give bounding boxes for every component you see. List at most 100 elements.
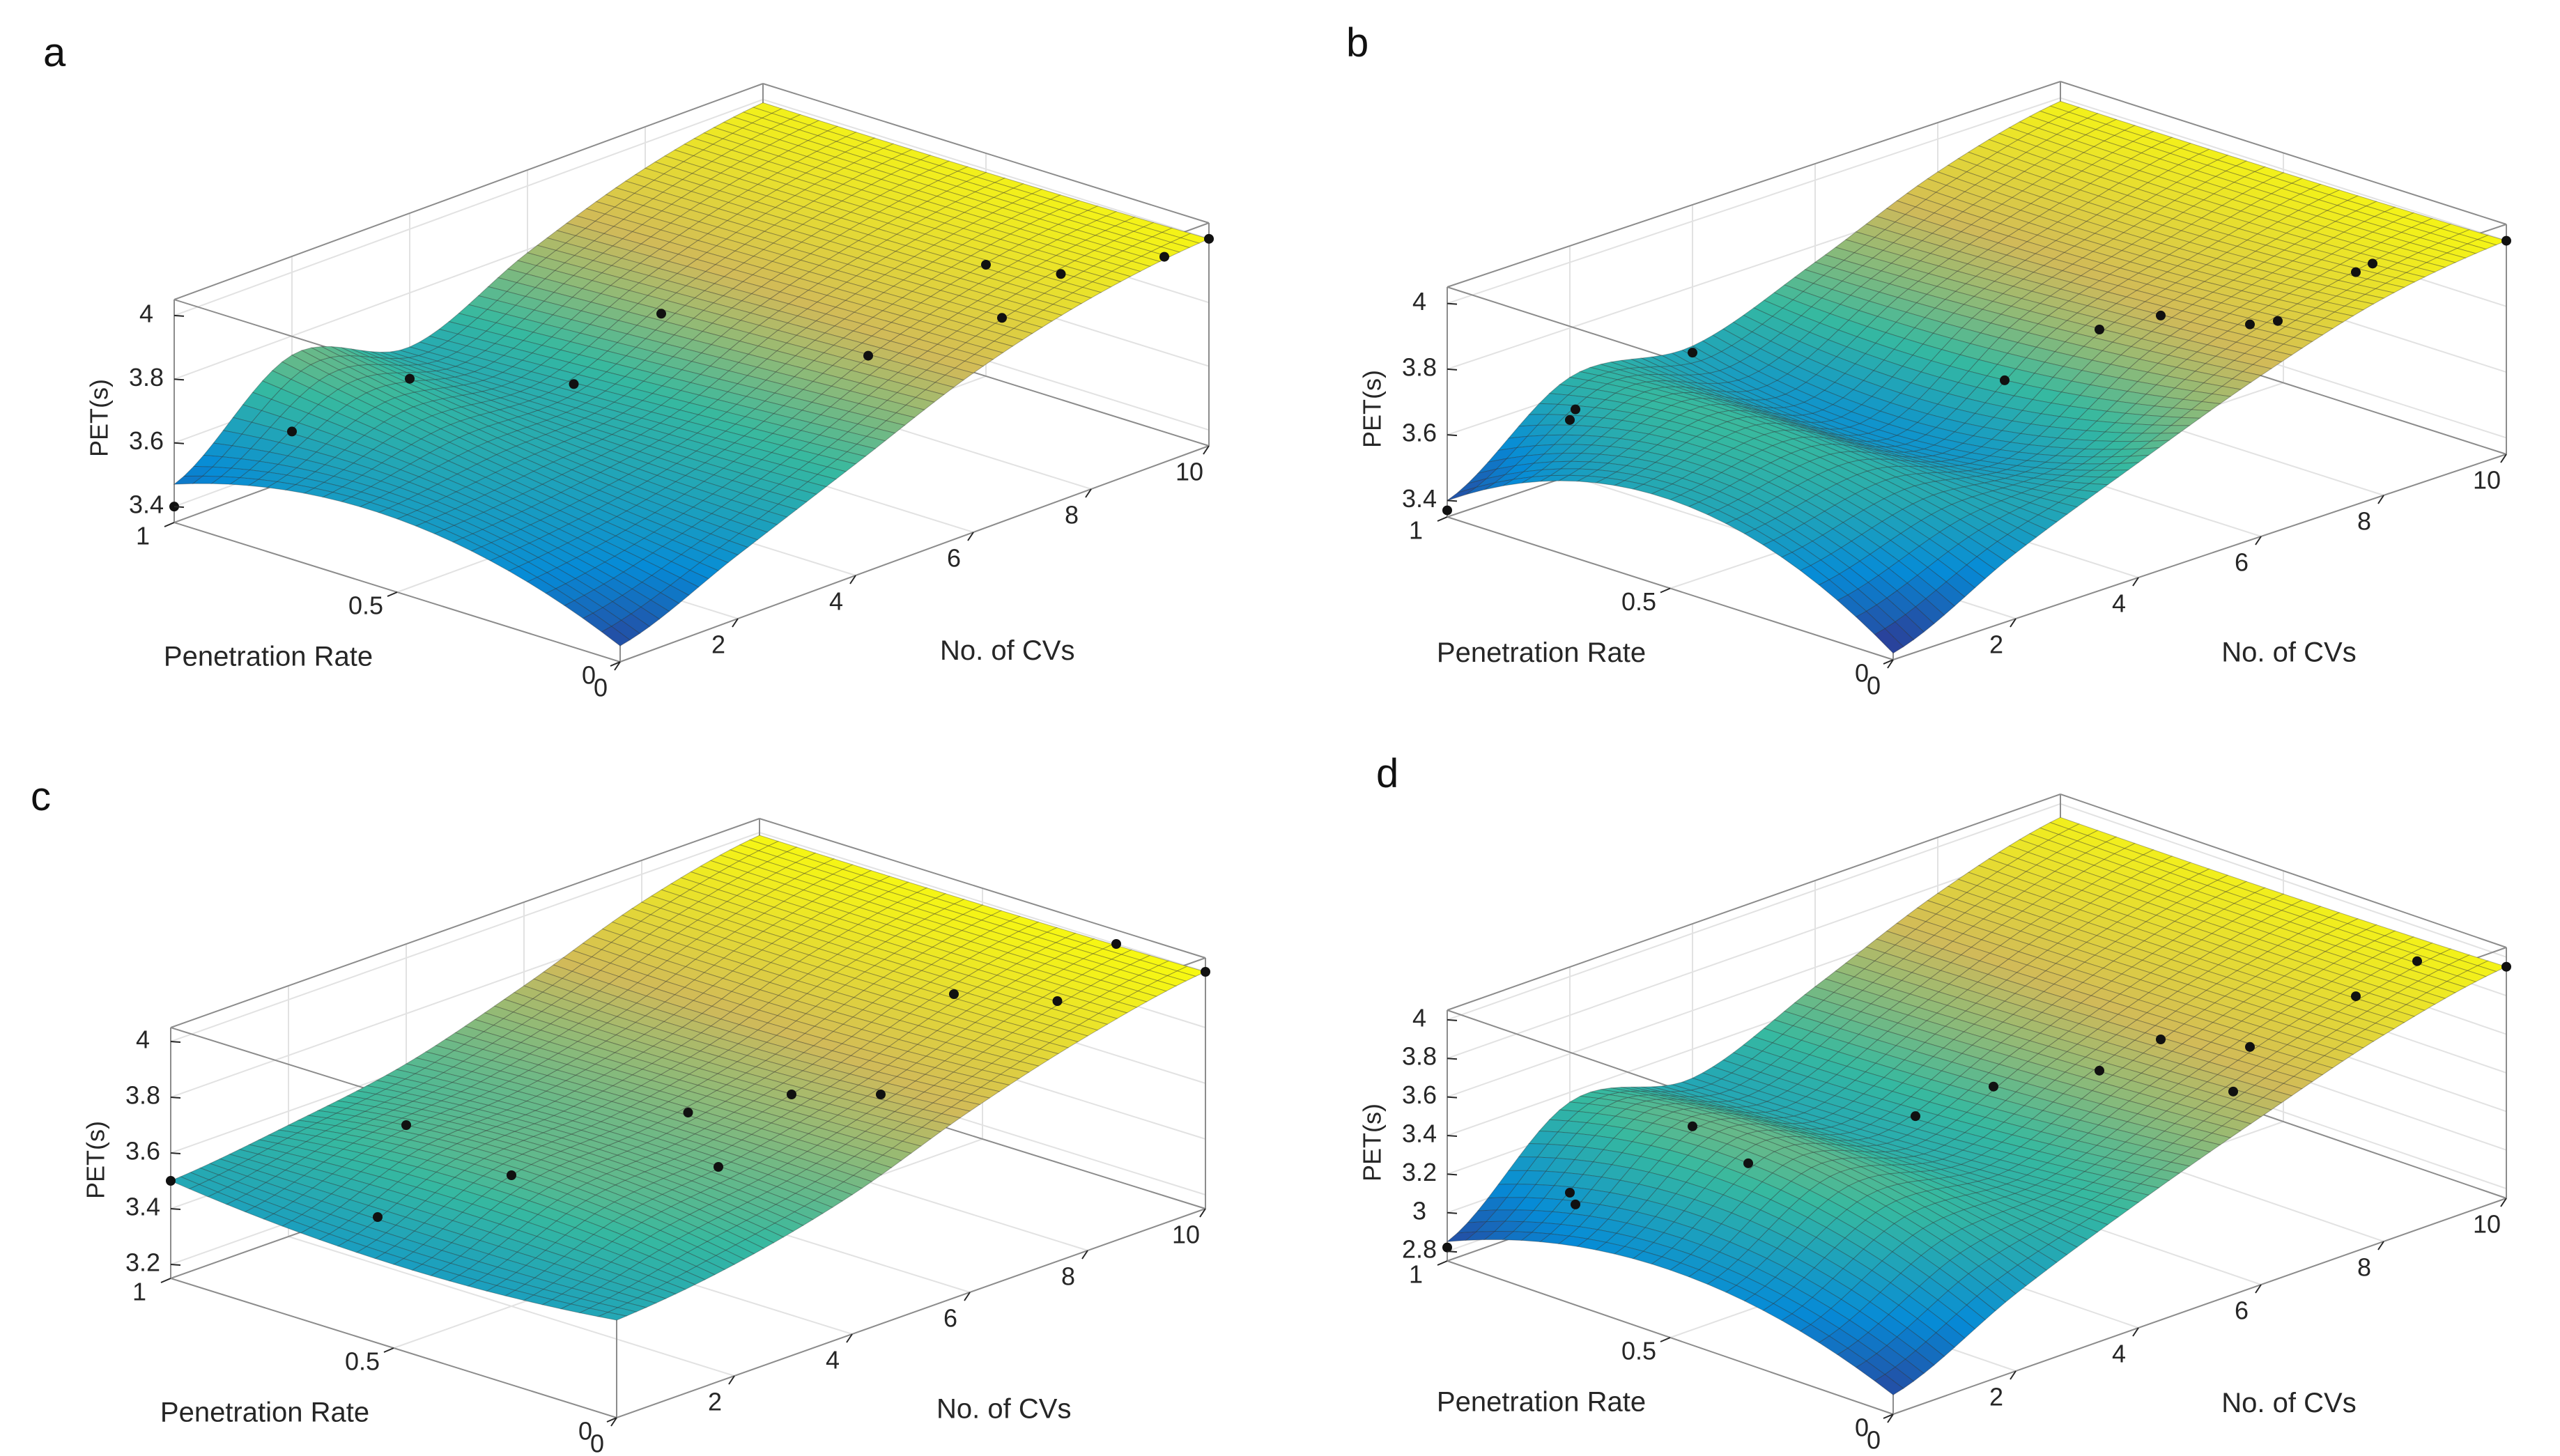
z-axis-label: PET(s) [1358, 370, 1387, 448]
data-point [981, 260, 991, 270]
surface-patch [316, 1105, 348, 1114]
surface-patch [2008, 121, 2039, 134]
surface-patch [713, 121, 743, 134]
surface-patch [219, 1154, 249, 1165]
surface-patch [640, 895, 671, 909]
x-tick [1203, 445, 1210, 455]
surface-patch [356, 1085, 387, 1094]
surface-patch [268, 1129, 299, 1139]
surface-patch [1722, 321, 1753, 340]
surface-patch [477, 286, 508, 301]
surface-patch [1753, 300, 1784, 317]
x-tick [728, 1375, 735, 1385]
surface-patch [297, 1115, 328, 1124]
data-point [2245, 319, 2255, 330]
surface-patch [487, 277, 518, 292]
data-point [1571, 404, 1580, 415]
data-point [287, 426, 297, 437]
y-tick [1883, 659, 1894, 665]
surface-patch [1835, 239, 1865, 254]
y-axis-label: Penetration Rate [164, 642, 373, 672]
surface-patch [445, 1032, 475, 1045]
z-tick [174, 378, 185, 381]
data-point [1111, 939, 1121, 949]
data-point [1204, 233, 1214, 244]
x-axis-label: No. of CVs [936, 1394, 1071, 1425]
x-tick [2500, 454, 2507, 463]
data-point [401, 1120, 411, 1130]
surface-patch [1855, 224, 1886, 238]
axes-box-edge [2060, 81, 2507, 225]
y-tick-label: 0.5 [348, 591, 383, 620]
surface-patch [300, 347, 332, 361]
y-tick-label: 1 [136, 522, 150, 550]
surface-patch [556, 222, 587, 236]
x-tick-label: 0 [594, 674, 608, 702]
x-tick-label: 8 [1065, 501, 1079, 529]
z-tick-label: 3.6 [129, 426, 164, 455]
x-tick-label: 6 [947, 544, 961, 573]
x-tick-label: 2 [1989, 630, 2003, 659]
surface-patch [438, 321, 469, 334]
z-tick-label: 4 [139, 299, 153, 327]
x-tick [610, 1417, 617, 1427]
surface-patch [624, 173, 655, 187]
surface-patch [742, 107, 773, 118]
surface-patch [553, 957, 583, 972]
data-point [714, 1162, 723, 1172]
data-point [2273, 316, 2283, 326]
surface-patch [448, 313, 479, 327]
z-tick [174, 442, 185, 444]
x-tick-label: 0 [590, 1430, 604, 1456]
x-tick-label: 2 [711, 630, 725, 659]
y-tick-label: 1 [1409, 516, 1423, 545]
data-point [405, 373, 415, 384]
panel-label: b [1346, 20, 1369, 65]
data-point [1056, 269, 1066, 279]
surface-patch [684, 138, 714, 150]
data-point [373, 1212, 383, 1222]
axes-box-edge [616, 1208, 1206, 1418]
data-point [1442, 505, 1452, 516]
axes-box-edge [170, 818, 760, 1028]
surface-patch [1906, 185, 1937, 200]
data-point [507, 1170, 516, 1180]
x-tick [614, 661, 621, 671]
y-tick [387, 591, 398, 597]
surface-patch [173, 475, 204, 485]
surface-patch [585, 201, 616, 215]
z-tick [170, 1264, 181, 1266]
data-point [2000, 375, 2010, 385]
surface-patch [1875, 208, 1906, 223]
surface-patch [408, 341, 440, 353]
z-tick [170, 1097, 181, 1099]
surface-patch [644, 161, 674, 175]
z-tick-label: 3.4 [1402, 484, 1437, 513]
surface-patch [390, 350, 419, 358]
surface-patch [526, 245, 557, 258]
x-tick [2255, 536, 2262, 545]
data-point [2095, 325, 2104, 334]
y-tick [164, 522, 175, 527]
axes-box-edge [759, 818, 1206, 959]
surface-patch [179, 1172, 210, 1185]
z-tick-label: 4 [1412, 287, 1426, 316]
surface-patch [611, 915, 642, 929]
y-tick [160, 1278, 171, 1283]
surface-patch [1977, 139, 2009, 153]
x-tick [1887, 659, 1894, 669]
surface-patch [729, 844, 759, 856]
surface-patch [670, 877, 701, 890]
data-point [1201, 967, 1210, 977]
surface-patch [732, 111, 763, 124]
x-tick [846, 1333, 853, 1343]
z-axis-label: PET(s) [85, 379, 114, 457]
surface-patch [654, 155, 685, 169]
x-tick [849, 575, 856, 584]
panel-c: c 3.2 3.4 3.6 3.8 4 0 2 4 6 8 10 0 0.5 1 PET(s) No. of … [0, 728, 1280, 1456]
surface-patch [631, 901, 661, 915]
axes-box-edge [1892, 454, 2507, 660]
panel-d: d 2.8 3 3.2 3.4 3.6 3.8 4 0 2 4 6 8 10 0 0.5 1 PET(s) No.… [1280, 728, 2560, 1456]
